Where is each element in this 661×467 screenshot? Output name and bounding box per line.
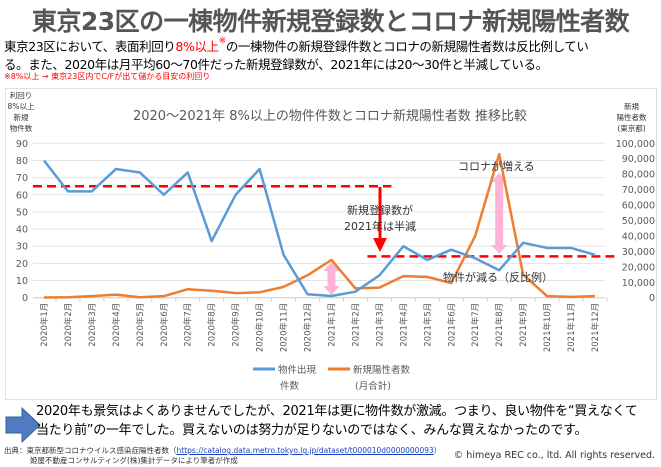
source-citation: 出典：東京都新型コロナウイルス感染症陽性者数（https://catalog.d… — [4, 446, 441, 466]
left-tick-label: 10 — [16, 276, 28, 287]
legend-label-cases-sub: (月合計) — [355, 380, 391, 392]
series-line — [43, 159, 596, 298]
conclusion-text: 2020年も景気はよくありませんでしたが、2021年は更に物件数が激減。つまり、… — [36, 402, 638, 440]
left-axis-title-line: 利回り — [9, 91, 33, 100]
right-tick-label: 0 — [649, 293, 655, 304]
x-tick-label: 2020年7月 — [183, 303, 194, 347]
x-tick-label: 2021年1月 — [326, 303, 337, 347]
page-title: 東京23区の一棟物件新規登録数とコロナ新規陽性者数 — [31, 7, 630, 36]
left-axis-title-line: 物件数 — [9, 124, 33, 133]
right-tick-label: 40,000 — [622, 231, 655, 242]
yield-highlight: 8%以上 — [175, 39, 219, 54]
left-axis-title-line: 新規 — [13, 113, 29, 122]
subtitle-text: の一棟物件の新規登録件数とコロナの新規陽性者数は反比例してい — [225, 39, 589, 54]
x-tick-label: 2021年8月 — [494, 303, 505, 347]
right-axis-title-line: 新規 — [624, 102, 639, 111]
note-mark: ※ — [218, 36, 227, 46]
x-tick-label: 2020年4月 — [111, 303, 122, 347]
right-tick-label: 100,000 — [616, 139, 655, 150]
x-tick-label: 2020年3月 — [87, 303, 98, 347]
x-tick-label: 2020年5月 — [135, 303, 146, 347]
right-tick-label: 90,000 — [622, 154, 655, 165]
x-tick-label: 2020年12月 — [303, 303, 314, 352]
source-suffix: ） — [433, 446, 442, 455]
right-axis-title-line: 陽性者数 — [616, 113, 647, 122]
x-tick-label: 2020年2月 — [63, 303, 74, 347]
x-tick-label: 2021年5月 — [422, 303, 433, 347]
right-tick-label: 50,000 — [622, 216, 655, 227]
subtitle-line-1: 東京23区において、表面利回り8%以上※の一棟物件の新規登録件数とコロナの新規陽… — [4, 36, 589, 55]
x-tick-label: 2020年11月 — [279, 303, 290, 352]
conclusion-line: 当たり前”の一年でした。買えないのは努力が足りないのではなく、みんな買えなかった… — [36, 423, 588, 438]
left-tick-label: 0 — [22, 293, 28, 304]
subtitle-line-2: る。また、2020年は月平均60～70件だった新規登録数が、2021年には20～… — [4, 57, 548, 72]
x-tick-label: 2020年10月 — [255, 303, 266, 352]
annotation-corona-up: コロナが増える — [458, 159, 535, 173]
footnote: ※8%以上 → 東京23区内でC/Fが出て儲かる目安の利回り — [4, 72, 211, 81]
chart-title: 2020～2021年 8%以上の物件件数とコロナ新規陽性者数 推移比較 — [133, 108, 527, 124]
left-axis-title: 利回り 8%以上 新規 物件数 — [6, 90, 36, 134]
series-line — [43, 152, 596, 299]
source-prefix: 出典：東京都新型コロナウイルス感染症陽性者数（ — [4, 446, 177, 455]
source-line-2: 姫屋不動産コンサルティング(株)集計データにより筆者が作成 — [30, 456, 238, 465]
legend-label-cases: 新規陽性者数 — [353, 364, 411, 376]
x-tick-label: 2020年8月 — [207, 303, 218, 347]
left-tick-label: 70 — [16, 173, 28, 184]
legend-label-property-sub: 件数 — [280, 380, 300, 392]
x-tick-label: 2021年12月 — [590, 303, 601, 352]
right-axis-title: 新規 陽性者数 (東京都) — [609, 101, 654, 134]
left-tick-label: 50 — [16, 207, 28, 218]
chart-container: 利回り 8%以上 新規 物件数 新規 陽性者数 (東京都) — [5, 88, 657, 400]
x-tick-label: 2021年3月 — [374, 303, 385, 347]
left-tick-label: 30 — [16, 242, 28, 253]
left-tick-label: 40 — [16, 225, 28, 236]
x-tick-label: 2021年9月 — [518, 303, 529, 347]
arrow-right-icon — [5, 406, 41, 444]
left-axis-title-line: 8%以上 — [7, 102, 35, 111]
conclusion-line: 2020年も景気はよくありませんでしたが、2021年は更に物件数が激減。つまり、… — [36, 404, 638, 419]
legend-label-property: 物件出現 — [278, 364, 317, 376]
x-tick-label: 2021年7月 — [470, 303, 481, 347]
x-tick-label: 2021年10月 — [542, 303, 553, 352]
right-tick-label: 10,000 — [622, 278, 655, 289]
double-arrow-icon — [323, 262, 340, 295]
left-tick-label: 20 — [16, 259, 28, 270]
double-arrow-icon — [491, 173, 508, 254]
x-tick-label: 2020年9月 — [231, 303, 242, 347]
left-tick-label: 60 — [16, 190, 28, 201]
annotation-halved-line2: 2021年は半減 — [344, 219, 416, 233]
source-link[interactable]: https://catalog.data.metro.tokyo.lg.jp/d… — [176, 446, 434, 455]
x-tick-label: 2021年11月 — [566, 303, 577, 352]
right-tick-label: 30,000 — [622, 247, 655, 258]
left-tick-label: 80 — [16, 156, 28, 167]
right-tick-label: 70,000 — [622, 185, 655, 196]
x-tick-label: 2020年6月 — [159, 303, 170, 347]
right-axis-title-line: (東京都) — [617, 124, 646, 133]
x-tick-label: 2021年4月 — [398, 303, 409, 347]
x-tick-label: 2021年2月 — [350, 303, 361, 347]
annotation-property-down: 物件が減る（反比例） — [443, 270, 553, 284]
right-tick-label: 80,000 — [622, 170, 655, 181]
copyright: © himeya REC co., ltd. All rights reserv… — [453, 450, 655, 461]
subtitle-text: 東京23区において、表面利回り — [4, 39, 176, 54]
right-tick-label: 60,000 — [622, 201, 655, 212]
right-tick-label: 20,000 — [622, 262, 655, 273]
x-tick-label: 2021年6月 — [446, 303, 457, 347]
down-arrow-head-icon — [373, 238, 387, 252]
annotation-halved-line1: 新規登録数が — [347, 203, 413, 217]
x-tick-label: 2020年1月 — [39, 303, 50, 347]
left-tick-label: 90 — [16, 139, 28, 150]
